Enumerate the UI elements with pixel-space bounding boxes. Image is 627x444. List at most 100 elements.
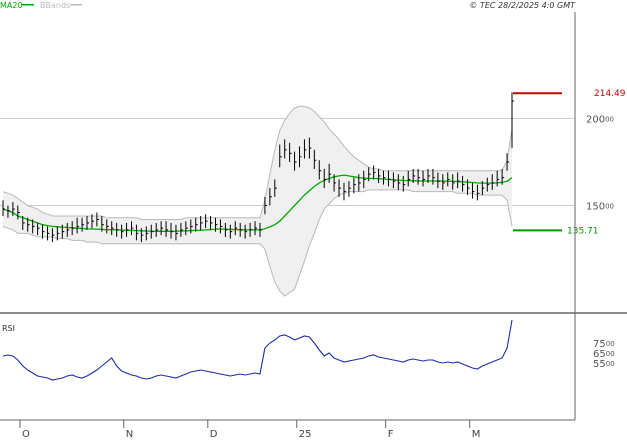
price-bar-40 [200,215,203,230]
price-bar-81 [402,175,406,192]
price-bar-101 [501,168,505,185]
price-bar-1 [7,205,10,218]
price-bar-17 [86,215,90,230]
copyright-label: © TEC 28/2/2025 4:0 GMT [469,1,576,10]
rsi-series [2,319,513,381]
price-bar-78 [387,170,391,187]
bb-lower-line [2,189,513,297]
price-bar-62 [308,137,312,159]
price-bar-64 [318,160,322,180]
price-bar-58 [289,142,292,162]
price-bar-53 [264,196,267,215]
price-bar-45 [224,222,228,237]
rsi-tick-1: 6500 [593,349,615,360]
price-bar-18 [91,214,94,229]
price-bar-10 [51,228,55,243]
price-bar-84 [417,168,421,185]
ma20-line [2,174,513,232]
price-bar-94 [467,179,470,196]
price-bar-74 [368,167,371,182]
price-bar-65 [323,168,327,189]
price-bar-35 [175,224,178,241]
price-bar-29 [145,226,149,241]
price-bar-7 [37,222,40,236]
price-bar-71 [353,177,356,194]
price-bar-83 [412,168,416,183]
price-bar-14 [71,221,75,236]
price-bar-82 [407,170,411,187]
price-bar-51 [254,221,258,236]
x-tick-label-2: D [210,429,218,440]
legend-ma20-swatch [22,4,34,6]
x-tick-label-4: F [388,429,394,440]
price-bar-2 [12,202,15,216]
price-bar-61 [303,139,307,159]
price-bar-48 [239,222,243,237]
price-bar-69 [343,182,346,201]
price-bar-8 [42,224,45,239]
price-axis-ticks: 20000 15000 [586,114,614,212]
price-bar-24 [121,224,124,239]
price-bar-91 [452,174,455,190]
price-bar-38 [190,219,193,234]
price-bar-33 [165,221,169,237]
price-bar-98 [486,177,490,192]
price-bar-60 [299,146,302,168]
resistance-label: 214.49 [594,89,626,99]
price-bar-49 [244,224,248,239]
ma20-series [2,174,513,232]
price-bar-3 [17,205,20,220]
price-bar-73 [363,170,366,189]
price-bar-86 [427,168,430,183]
price-bar-92 [457,172,460,189]
price-panel: 214.49 135.71 20000 15000 [0,12,626,312]
price-bar-50 [249,222,253,237]
price-bar-36 [180,222,183,237]
price-bar-102 [506,153,510,171]
price-bar-66 [328,163,332,183]
legend-bbands-label: BBands [40,1,70,10]
price-bar-37 [185,221,188,236]
price-bar-79 [392,172,396,189]
legend-ma20-label: MA20 [0,1,23,10]
price-bar-31 [155,222,159,237]
price-bar-34 [170,222,174,239]
x-tick-label-5: M [472,429,481,440]
price-bar-6 [32,219,35,234]
rsi-tick-0: 7500 [593,339,615,350]
price-bar-55 [274,179,277,197]
price-bar-56 [279,144,282,168]
price-bar-46 [229,224,233,239]
price-bar-41 [205,214,208,229]
price-bar-54 [269,188,272,206]
price-tick-0: 20000 [586,114,614,125]
price-bar-47 [234,221,238,236]
price-bar-85 [422,170,426,187]
price-bar-95 [471,182,475,199]
price-bar-26 [130,221,134,236]
price-bar-21 [106,219,109,234]
bb-upper-line [2,105,513,220]
price-bar-75 [373,165,376,180]
price-bar-93 [462,175,465,192]
price-bar-42 [210,215,213,230]
price-bars [2,92,514,243]
price-bar-67 [333,174,337,192]
price-bar-32 [160,221,164,236]
price-bar-20 [101,215,104,232]
price-bar-27 [135,224,139,241]
bollinger-bands [2,105,513,297]
price-bar-57 [284,139,287,159]
price-tick-1: 15000 [586,202,614,213]
price-bar-12 [61,224,65,239]
legend-bbands-swatch [70,4,82,6]
price-bar-87 [432,168,435,185]
price-bar-68 [338,179,342,197]
support-resistance-levels: 214.49 135.71 [513,89,626,236]
price-bar-89 [442,174,445,190]
price-bar-11 [56,226,60,241]
